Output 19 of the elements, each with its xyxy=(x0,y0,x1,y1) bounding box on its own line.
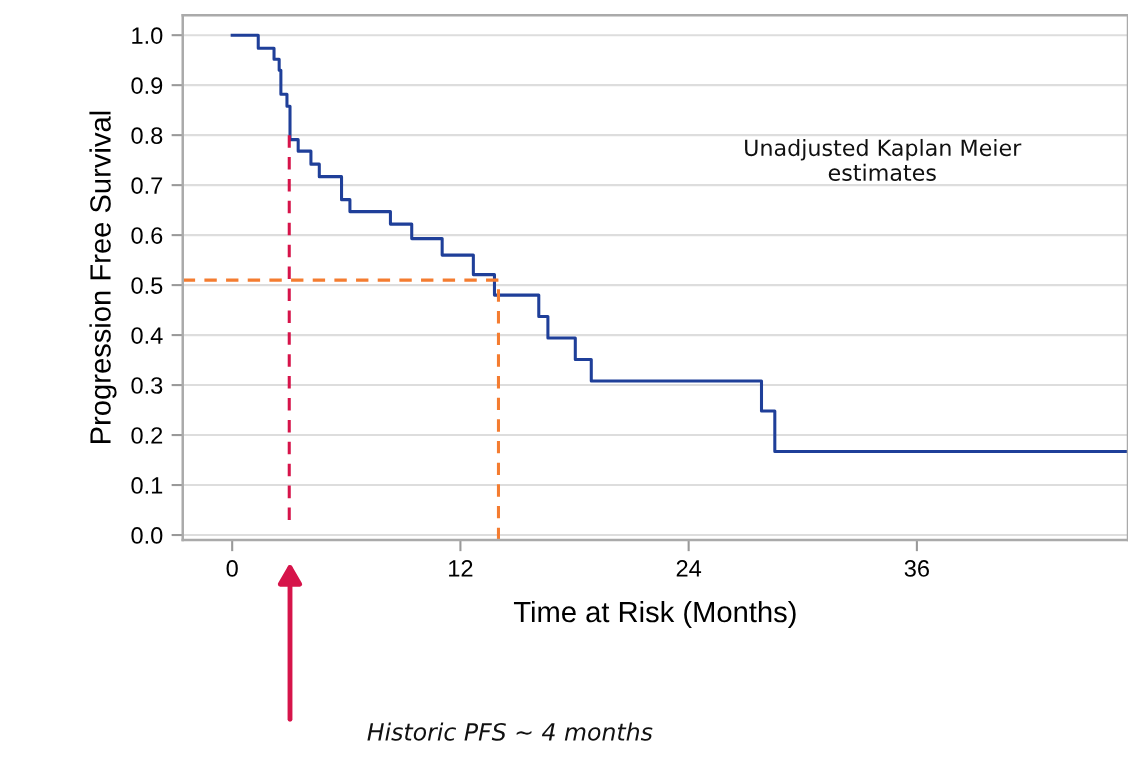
x-tick-label: 24 xyxy=(676,560,702,577)
y-tick-label: 0.8 xyxy=(131,127,163,144)
y-tick-label: 0.6 xyxy=(131,227,163,244)
y-tick-label: 1.0 xyxy=(132,27,163,44)
y-axis-title: Progression Free Survival xyxy=(89,111,117,443)
y-tick-label: 0.9 xyxy=(131,77,163,94)
x-tick-label: 36 xyxy=(904,560,929,577)
x-axis-title: Time at Risk (Months) xyxy=(513,600,796,629)
y-tick-label: 0.2 xyxy=(131,427,163,444)
y-tick-label: 0.0 xyxy=(131,527,163,544)
y-tick-label: 0.4 xyxy=(131,327,163,344)
y-tick-label: 0.3 xyxy=(131,377,163,394)
y-tick-label: 0.1 xyxy=(131,477,163,494)
x-tick-label: 0 xyxy=(226,560,238,577)
text: Historic PFS ~ 4 months xyxy=(367,722,653,741)
annotation: Unadjusted Kaplan Meier estimates xyxy=(745,138,1022,182)
y-tick-label: 0.7 xyxy=(131,177,163,194)
x-tick-label: 12 xyxy=(449,560,473,577)
y-tick-label: 0.5 xyxy=(131,277,163,294)
